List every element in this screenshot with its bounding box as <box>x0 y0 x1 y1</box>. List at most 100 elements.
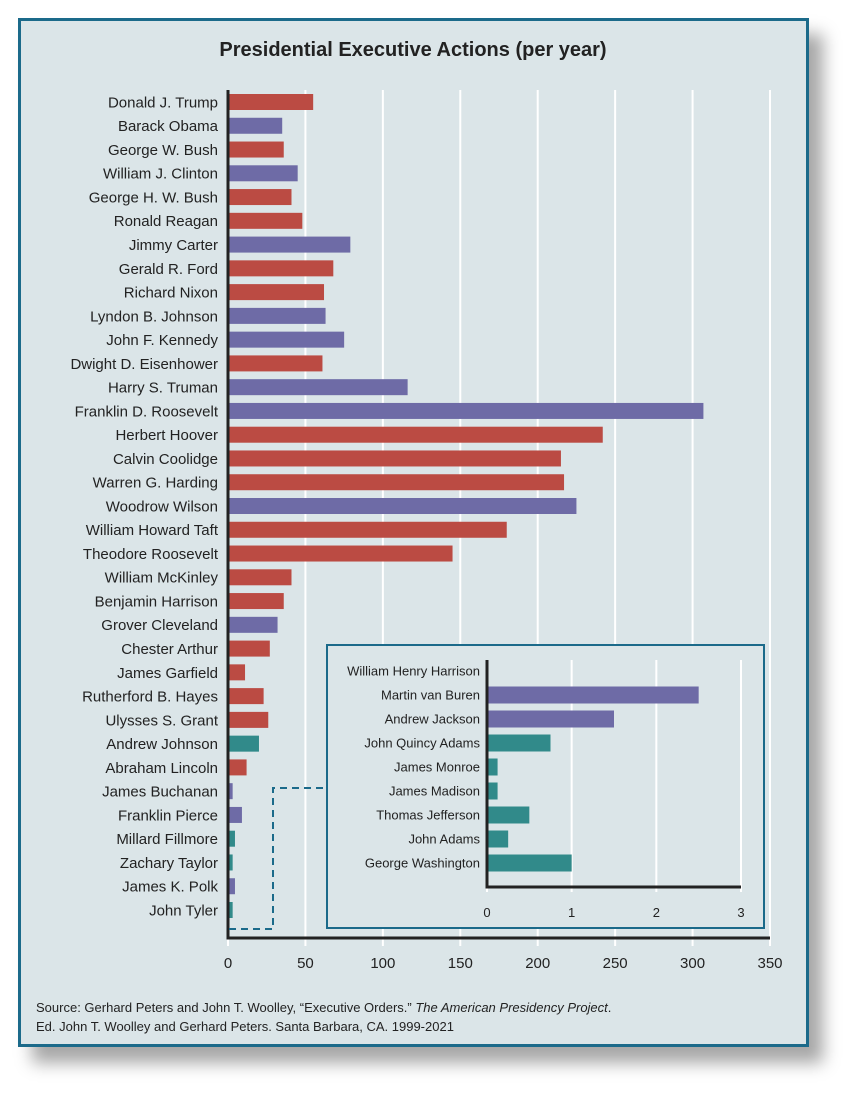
main-x-tick-label: 350 <box>757 955 782 972</box>
main-category-label: Lyndon B. Johnson <box>90 308 218 325</box>
main-category-label: Grover Cleveland <box>101 617 218 634</box>
main-bar <box>228 426 603 443</box>
main-category-label: John Tyler <box>149 902 218 919</box>
main-category-label: Warren G. Harding <box>93 475 218 492</box>
inset-x-tick-label: 3 <box>737 905 744 920</box>
main-bar <box>228 735 259 752</box>
main-bar <box>228 402 704 419</box>
inset-category-label: John Adams <box>408 832 480 847</box>
main-category-label: William Howard Taft <box>86 522 219 539</box>
main-bar <box>228 759 247 776</box>
inset-category-label: John Quincy Adams <box>364 736 480 751</box>
main-category-label: George H. W. Bush <box>89 189 218 206</box>
main-category-label: Dwight D. Eisenhower <box>70 356 218 373</box>
main-category-label: Calvin Coolidge <box>113 451 218 468</box>
main-category-label: George W. Bush <box>108 142 218 159</box>
main-bar <box>228 711 269 728</box>
inset-bar <box>487 782 498 800</box>
inset-category-label: William Henry Harrison <box>347 664 480 679</box>
inset-bar <box>487 854 572 872</box>
inset-category-label: George Washington <box>365 856 480 871</box>
main-bar <box>228 878 235 895</box>
main-category-label: Benjamin Harrison <box>95 593 218 610</box>
main-bar <box>228 902 233 918</box>
inset-bar <box>487 734 551 752</box>
main-category-label: Herbert Hoover <box>115 427 218 444</box>
source-text: Source: Gerhard Peters and John T. Wooll… <box>36 1000 416 1015</box>
main-bar <box>228 331 345 348</box>
main-category-label: Jimmy Carter <box>129 237 218 254</box>
main-category-label: James Garfield <box>117 665 218 682</box>
main-category-label: Millard Fillmore <box>116 831 218 848</box>
inset-bar <box>487 806 530 824</box>
main-category-label: William McKinley <box>105 570 219 587</box>
main-category-label: Theodore Roosevelt <box>83 546 219 563</box>
source-publication: The American Presidency Project <box>415 1000 608 1015</box>
source-note: Source: Gerhard Peters and John T. Wooll… <box>36 998 611 1036</box>
main-category-label: John F. Kennedy <box>106 332 218 349</box>
main-category-label: Andrew Johnson <box>106 736 218 753</box>
main-bar <box>228 189 292 206</box>
main-x-tick-label: 0 <box>224 955 232 972</box>
main-bar <box>228 355 323 372</box>
main-category-label: William J. Clinton <box>103 166 218 183</box>
main-category-label: Ulysses S. Grant <box>105 712 218 729</box>
main-bar <box>228 688 264 705</box>
main-category-label: James K. Polk <box>122 879 218 896</box>
main-bar <box>228 664 246 681</box>
inset-category-label: Andrew Jackson <box>385 712 480 727</box>
main-x-tick-label: 200 <box>525 955 550 972</box>
main-category-label: Barack Obama <box>118 118 219 135</box>
main-bar <box>228 165 298 182</box>
main-category-label: Ronald Reagan <box>114 213 218 230</box>
main-bar <box>228 616 278 633</box>
main-category-label: Abraham Lincoln <box>105 760 218 777</box>
main-bar <box>228 806 242 823</box>
main-category-label: James Buchanan <box>102 784 218 801</box>
main-bar <box>228 854 233 871</box>
main-category-label: Donald J. Trump <box>108 94 218 111</box>
main-bar <box>228 236 351 253</box>
main-category-label: Chester Arthur <box>121 641 218 658</box>
inset-bar <box>487 686 699 704</box>
main-bar <box>228 260 334 277</box>
inset-category-label: Martin van Buren <box>381 688 480 703</box>
main-bar <box>228 212 303 229</box>
inset-bar <box>487 710 614 728</box>
inset-x-tick-label: 2 <box>653 905 660 920</box>
inset-x-tick-label: 1 <box>568 905 575 920</box>
inset-callout-dashed-line <box>229 787 327 930</box>
main-bar <box>228 545 453 562</box>
main-bar <box>228 521 507 538</box>
main-bar <box>228 117 283 134</box>
main-category-label: Harry S. Truman <box>108 380 218 397</box>
main-bar <box>228 379 408 396</box>
main-category-label: Franklin Pierce <box>118 807 218 824</box>
chart-title: Presidential Executive Actions (per year… <box>219 39 606 61</box>
main-bar <box>228 830 235 847</box>
inset-bar <box>487 830 509 848</box>
main-bar <box>228 640 270 657</box>
main-bar <box>228 474 565 491</box>
main-category-label: Gerald R. Ford <box>119 261 218 278</box>
main-bar <box>228 450 561 467</box>
main-x-tick-label: 50 <box>297 955 314 972</box>
main-bar <box>228 141 284 158</box>
inset-category-label: James Madison <box>389 784 480 799</box>
main-bar <box>228 569 292 586</box>
main-bar <box>228 498 577 514</box>
main-bar <box>228 783 233 800</box>
source-period: . <box>607 1000 612 1015</box>
main-x-tick-label: 100 <box>370 955 395 972</box>
inset-category-label: Thomas Jefferson <box>376 808 480 823</box>
main-bar <box>228 94 314 110</box>
inset-category-label: James Monroe <box>394 760 480 775</box>
inset-bar <box>487 758 498 776</box>
main-bar <box>228 307 326 324</box>
inset-x-tick-label: 0 <box>483 905 490 920</box>
main-x-tick-label: 300 <box>680 955 705 972</box>
main-category-label: Franklin D. Roosevelt <box>75 403 219 420</box>
main-category-label: Rutherford B. Hayes <box>82 689 218 706</box>
source-line2: Ed. John T. Woolley and Gerhard Peters. … <box>36 1019 454 1034</box>
